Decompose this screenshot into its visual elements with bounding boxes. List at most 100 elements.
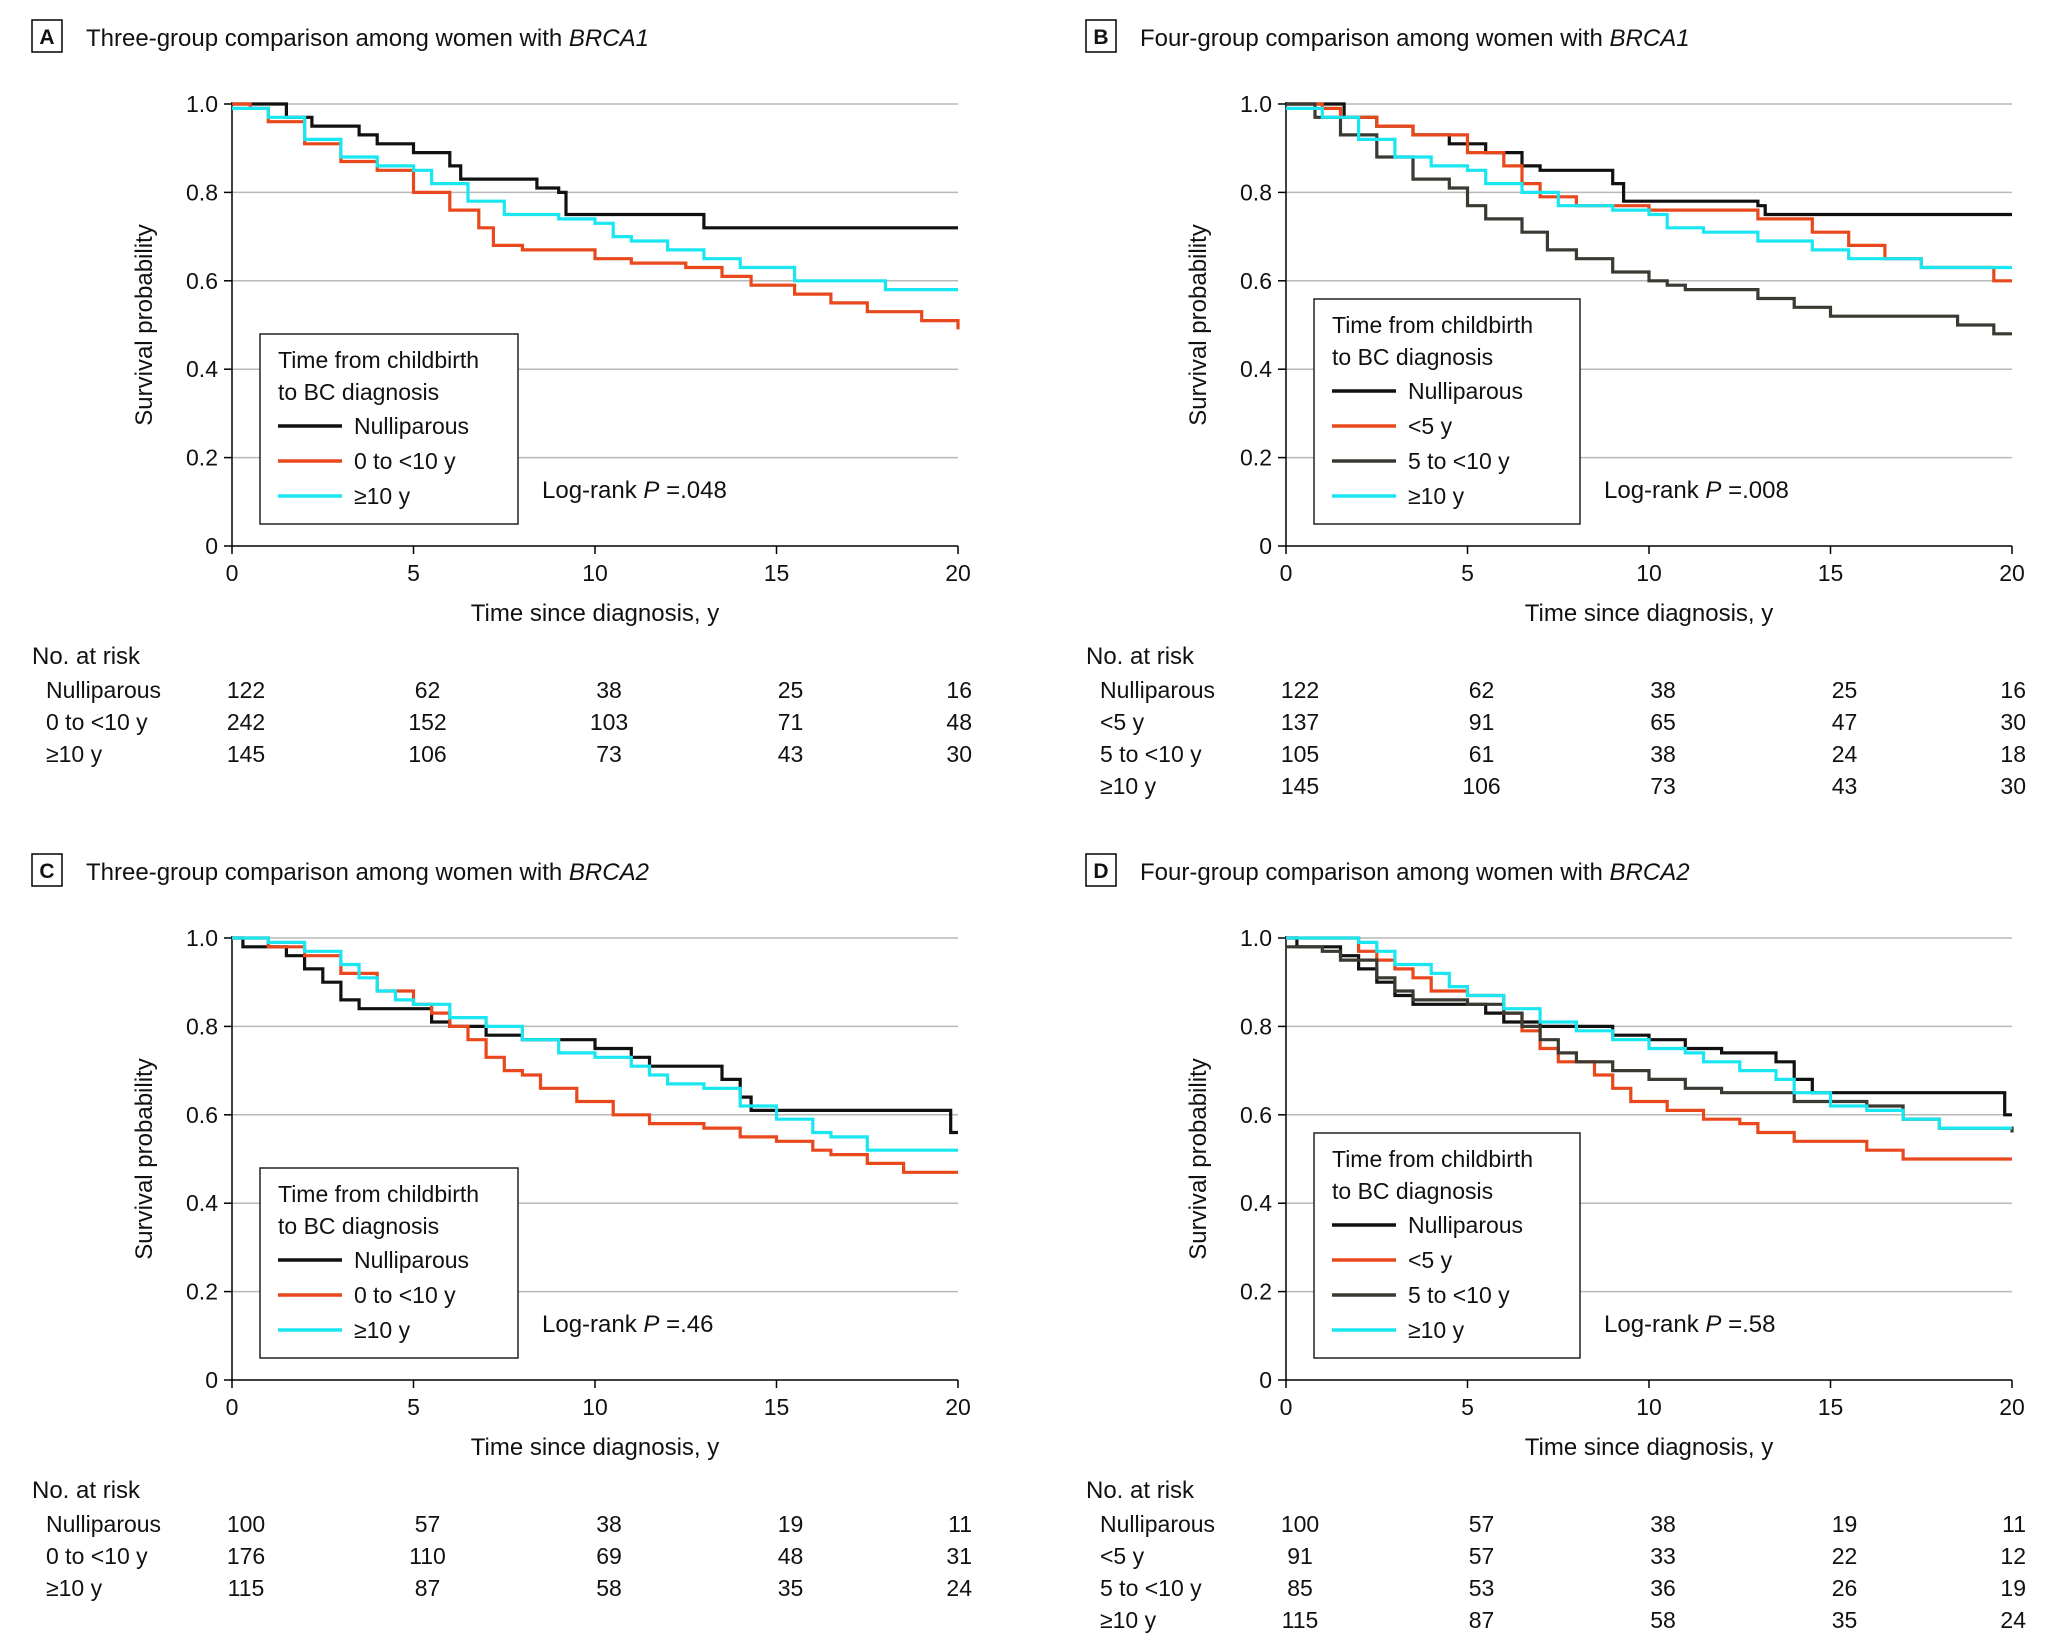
risk-value: 43	[1832, 773, 1858, 799]
risk-value: 71	[778, 709, 804, 735]
y-axis-label: Survival probability	[1185, 224, 1212, 425]
risk-row-name: ≥10 y	[46, 741, 103, 767]
y-tick-label: 1.0	[186, 925, 218, 951]
risk-value: 100	[227, 1511, 265, 1537]
risk-value: 24	[2000, 1607, 2026, 1633]
risk-value: 61	[1469, 741, 1495, 767]
risk-row-name: 0 to <10 y	[46, 709, 148, 735]
risk-row-name: <5 y	[1100, 709, 1145, 735]
risk-value: 19	[2000, 1575, 2026, 1601]
y-tick-label: 0.4	[1240, 1190, 1272, 1216]
risk-value: 62	[415, 677, 441, 703]
y-axis-label: Survival probability	[1185, 1058, 1212, 1259]
x-tick-label: 10	[582, 1394, 608, 1420]
pvalue-label: Log-rank P =.58	[1604, 1311, 1775, 1338]
risk-value: 122	[227, 677, 265, 703]
x-axis-label: Time since diagnosis, y	[471, 1434, 720, 1461]
risk-value: 100	[1281, 1511, 1319, 1537]
risk-value: 16	[946, 677, 972, 703]
risk-value: 48	[778, 1543, 804, 1569]
x-tick-label: 0	[226, 560, 239, 586]
risk-table-label: No. at risk	[1086, 643, 1195, 670]
y-tick-label: 0	[1259, 1367, 1272, 1393]
panel-letter-box	[31, 853, 63, 887]
risk-table-label: No. at risk	[1086, 1477, 1195, 1504]
risk-value: 58	[596, 1575, 622, 1601]
risk-value: 38	[1650, 741, 1676, 767]
y-tick-label: 0.6	[1240, 268, 1272, 294]
risk-value: 24	[946, 1575, 972, 1601]
y-axis-label: Survival probability	[131, 1058, 158, 1259]
risk-value: 85	[1287, 1575, 1313, 1601]
risk-value: 19	[1832, 1511, 1858, 1537]
risk-value: 57	[415, 1511, 441, 1537]
panel-a: A Three-group comparison among women with…	[31, 19, 972, 767]
y-tick-label: 0.6	[186, 1102, 218, 1128]
risk-value: 30	[2000, 773, 2026, 799]
y-tick-label: 0.6	[1240, 1102, 1272, 1128]
legend-box	[259, 333, 519, 525]
risk-value: 69	[596, 1543, 622, 1569]
km-curve	[1286, 945, 2014, 1133]
risk-row-name: ≥10 y	[1100, 1607, 1157, 1633]
risk-value: 43	[778, 741, 804, 767]
x-tick-label: 5	[407, 560, 420, 586]
panel-letter: D	[1093, 860, 1108, 883]
y-tick-label: 0.8	[186, 179, 218, 205]
y-tick-label: 0.2	[186, 1279, 218, 1305]
km-curve	[232, 936, 958, 1152]
risk-value: 152	[408, 709, 446, 735]
legend-title: to BC diagnosis	[1332, 344, 1493, 370]
y-axis-label: Survival probability	[131, 224, 158, 425]
km-curve	[232, 102, 960, 330]
legend-label: ≥10 y	[1408, 1317, 1465, 1343]
risk-value: 58	[1650, 1607, 1676, 1633]
km-curve	[1286, 102, 2012, 217]
pvalue-label: Log-rank P =.008	[1604, 477, 1789, 504]
risk-value: 65	[1650, 709, 1676, 735]
risk-value: 16	[2000, 677, 2026, 703]
x-tick-label: 15	[1818, 1394, 1844, 1420]
legend-label: <5 y	[1408, 413, 1453, 439]
risk-value: 137	[1281, 709, 1319, 735]
risk-value: 57	[1469, 1543, 1495, 1569]
risk-value: 47	[1832, 709, 1858, 735]
risk-value: 36	[1650, 1575, 1676, 1601]
risk-value: 26	[1832, 1575, 1858, 1601]
legend-label: 5 to <10 y	[1408, 1282, 1510, 1308]
panel-b: B Four-group comparison among women with …	[1085, 19, 2026, 799]
risk-value: 25	[1832, 677, 1858, 703]
x-tick-label: 0	[1280, 1394, 1293, 1420]
legend-title: to BC diagnosis	[278, 379, 439, 405]
km-curve	[232, 106, 958, 292]
y-tick-label: 0.4	[1240, 356, 1272, 382]
panel-letter-box	[1085, 853, 1117, 887]
risk-value: 103	[590, 709, 628, 735]
legend-box	[259, 1167, 519, 1359]
panel-letter: B	[1093, 26, 1108, 49]
legend-label: Nulliparous	[354, 413, 469, 439]
panel-title: Three-group comparison among women with …	[86, 25, 649, 52]
y-tick-label: 0.2	[1240, 1279, 1272, 1305]
risk-value: 57	[1469, 1511, 1495, 1537]
risk-value: 106	[1462, 773, 1500, 799]
risk-value: 35	[1832, 1607, 1858, 1633]
risk-value: 73	[596, 741, 622, 767]
risk-value: 122	[1281, 677, 1319, 703]
legend-label: <5 y	[1408, 1247, 1453, 1273]
risk-value: 38	[596, 1511, 622, 1537]
risk-row-name: ≥10 y	[46, 1575, 103, 1601]
panel-letter: A	[39, 26, 54, 49]
x-tick-label: 15	[764, 560, 790, 586]
legend-label: ≥10 y	[354, 483, 411, 509]
x-axis-label: Time since diagnosis, y	[471, 600, 720, 627]
legend-box	[1313, 1132, 1581, 1359]
y-tick-label: 0.2	[186, 445, 218, 471]
legend-box	[1313, 298, 1581, 525]
pvalue-label: Log-rank P =.048	[542, 477, 727, 504]
x-tick-label: 20	[1999, 1394, 2025, 1420]
risk-value: 91	[1469, 709, 1495, 735]
risk-value: 11	[2002, 1511, 2026, 1537]
y-tick-label: 0	[205, 533, 218, 559]
legend-label: 5 to <10 y	[1408, 448, 1510, 474]
